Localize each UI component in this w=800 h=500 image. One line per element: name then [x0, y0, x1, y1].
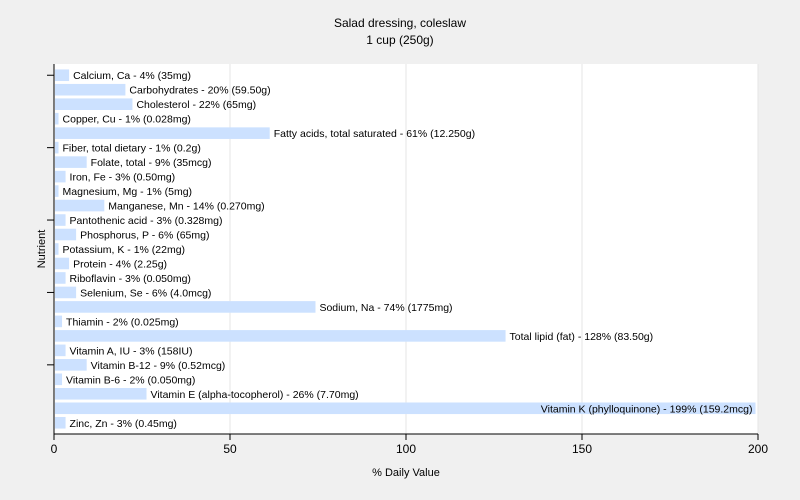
- bar-18: [55, 315, 63, 328]
- bar-label-2: Carbohydrates - 20% (59.50g): [129, 85, 270, 97]
- bar-label-23: Vitamin E (alpha-tocopherol) - 26% (7.70…: [151, 389, 359, 401]
- bar-7: [55, 156, 87, 168]
- bar-label-24: Vitamin K (phylloquinone) - 199% (159.2m…: [541, 403, 753, 415]
- x-tick-label-2: 100: [396, 442, 416, 456]
- bar-label-10: Manganese, Mn - 14% (0.270mg): [108, 201, 264, 213]
- chart-title: Salad dressing, coleslaw: [334, 16, 466, 30]
- x-axis-title: % Daily Value: [372, 467, 440, 479]
- bar-25: [55, 416, 66, 429]
- bar-19: [55, 330, 506, 342]
- bar-label-22: Vitamin B-6 - 2% (0.050mg): [66, 374, 195, 386]
- bar-label-17: Sodium, Na - 74% (1775mg): [319, 302, 452, 314]
- bar-label-20: Vitamin A, IU - 3% (158IU): [70, 345, 193, 357]
- x-tick-label-0: 0: [51, 442, 58, 456]
- bar-21: [55, 359, 87, 371]
- bar-label-15: Riboflavin - 3% (0.050mg): [70, 273, 191, 285]
- bar-label-9: Magnesium, Mg - 1% (5mg): [63, 186, 193, 198]
- x-tick-label-4: 200: [748, 442, 768, 456]
- bar-23: [55, 388, 147, 400]
- bar-label-6: Fiber, total dietary - 1% (0.2g): [63, 143, 201, 155]
- bar-12: [55, 228, 77, 241]
- bar-labels-group: Calcium, Ca - 4% (35mg) Carbohydrates - 2…: [63, 70, 753, 430]
- bar-label-7: Folate, total - 9% (35mcg): [91, 157, 212, 169]
- bar-label-5: Fatty acids, total saturated - 61% (12.2…: [274, 128, 475, 140]
- bar-24: [55, 402, 756, 415]
- bar-label-16: Selenium, Se - 6% (4.0mcg): [80, 287, 211, 299]
- chart-subtitle: 1 cup (250g): [366, 33, 433, 47]
- x-tick-label-1: 50: [223, 442, 237, 456]
- bar-3: [55, 98, 133, 110]
- bars-group: [55, 69, 756, 429]
- bar-label-11: Pantothenic acid - 3% (0.328mg): [70, 215, 223, 227]
- bar-17: [55, 301, 316, 313]
- bar-label-4: Copper, Cu - 1% (0.028mg): [63, 114, 191, 126]
- bar-8: [55, 170, 66, 183]
- gridlines: [229, 64, 759, 434]
- bar-15: [55, 272, 66, 284]
- bar-label-21: Vitamin B-12 - 9% (0.52mcg): [91, 360, 226, 372]
- bar-label-8: Iron, Fe - 3% (0.50mg): [70, 172, 176, 184]
- bar-label-18: Thiamin - 2% (0.025mg): [66, 316, 179, 328]
- bar-20: [55, 344, 66, 357]
- bar-1: [55, 69, 70, 82]
- bar-label-12: Phosphorus, P - 6% (65mg): [80, 230, 209, 242]
- bar-label-25: Zinc, Zn - 3% (0.45mg): [70, 418, 177, 430]
- bar-label-19: Total lipid (fat) - 128% (83.50g): [510, 331, 654, 343]
- bar-14: [55, 257, 70, 270]
- bar-label-14: Protein - 4% (2.25g): [73, 258, 167, 270]
- y-axis-title: Nutrient: [36, 230, 48, 269]
- bar-2: [55, 83, 126, 96]
- bar-6: [55, 141, 59, 154]
- bar-label-13: Potassium, K - 1% (22mg): [63, 244, 186, 256]
- bar-label-1: Calcium, Ca - 4% (35mg): [73, 70, 191, 82]
- bar-label-3: Cholesterol - 22% (65mg): [136, 99, 256, 111]
- bar-9: [55, 185, 59, 197]
- bar-16: [55, 286, 77, 299]
- axes-group: 0 50 100 150 200: [47, 64, 768, 456]
- bar-22: [55, 373, 63, 386]
- bar-10: [55, 199, 105, 212]
- x-tick-label-3: 150: [572, 442, 592, 456]
- bar-13: [55, 243, 59, 255]
- bar-11: [55, 214, 66, 226]
- bar-5: [55, 127, 270, 139]
- bar-4: [55, 112, 59, 125]
